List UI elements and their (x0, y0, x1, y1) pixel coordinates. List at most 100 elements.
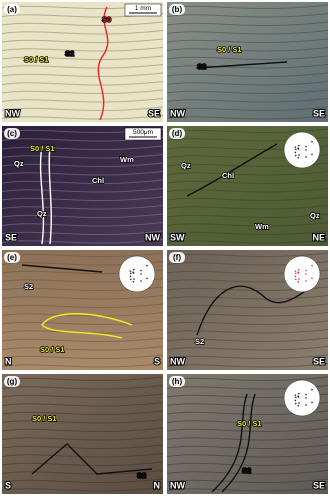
rock-texture (1, 393, 164, 398)
rock-texture (166, 64, 329, 69)
stereonet-point (297, 268, 300, 271)
rock-texture (1, 461, 164, 466)
rock-texture (166, 171, 329, 176)
rock-texture (166, 436, 329, 441)
stereonet-point (146, 264, 148, 267)
rock-texture (1, 81, 164, 86)
rock-texture (1, 47, 164, 52)
photo-panel: (a) 1 mm S0 S0 / S1 S2 NW SE (1, 2, 164, 122)
panel-label: (e) (7, 253, 17, 262)
rock-texture (1, 188, 164, 193)
rock-texture (1, 72, 164, 77)
stereonet-point (305, 273, 307, 275)
rock-texture (1, 346, 164, 351)
orientation-left: NW (170, 480, 185, 490)
rock-texture (166, 346, 329, 351)
photo-panel: (h) S0 / S1 S2 NW SE (166, 374, 329, 494)
rock-texture (1, 478, 164, 483)
stereonet-point (305, 404, 307, 406)
annotation: Qz (14, 159, 24, 168)
structure-trace (221, 393, 256, 493)
annotation: Qz (37, 209, 47, 218)
stereonet-point (305, 149, 307, 151)
rock-texture (1, 115, 164, 120)
rock-texture (1, 145, 164, 150)
panel-label-box (169, 376, 185, 387)
rock-texture (1, 196, 164, 201)
panel-label-box (169, 128, 185, 139)
panel-label: (c) (7, 129, 17, 138)
orientation-right: S (154, 356, 160, 366)
stereonet-point (297, 156, 300, 159)
orientation-left: N (5, 356, 12, 366)
stereonet-point (297, 404, 300, 407)
rock-texture (166, 444, 329, 449)
annotation: S0 / S1 (30, 144, 55, 153)
rock-texture (166, 453, 329, 458)
stereonet-point (294, 399, 297, 402)
photo-panel: (c) 500μm S0 / S1 Wm Chl Qz Qz SE NW (1, 126, 164, 246)
structure-trace (211, 393, 248, 493)
stereonet-point (294, 272, 297, 275)
rock-texture (166, 106, 329, 111)
rock-texture (1, 427, 164, 432)
stereonet-point (129, 270, 132, 272)
rock-texture (1, 106, 164, 111)
panel-label-box (4, 128, 20, 139)
rock-texture (1, 303, 164, 308)
annotation: Chl (92, 176, 104, 185)
stereonet-point (311, 388, 313, 391)
structure-trace (31, 443, 153, 475)
stereonet-point (140, 269, 142, 272)
orientation-right: SE (313, 480, 325, 490)
stereonet-point (294, 394, 297, 396)
annotation: S0 / S1 (32, 414, 57, 423)
rock-texture (1, 363, 164, 368)
rock-texture (1, 239, 164, 244)
stereonet (283, 379, 321, 417)
rock-texture (166, 81, 329, 86)
rock-texture (166, 329, 329, 334)
photo-panel: (d) Chl Qz Wm Qz SW NE (166, 126, 329, 246)
rock-texture (1, 38, 164, 43)
rock-texture (1, 470, 164, 475)
rock-texture (1, 21, 164, 26)
annotation: S2 (195, 337, 204, 346)
stereonet-point (129, 275, 132, 278)
rock-texture (166, 30, 329, 35)
rock-texture (166, 230, 329, 235)
photo-panel: (f) S2 NW SE (166, 250, 329, 370)
annotation: Wm (255, 222, 269, 231)
orientation-right: NE (312, 232, 325, 242)
rock-texture (166, 98, 329, 103)
orientation-right: SE (313, 108, 325, 118)
stereonet-point (305, 280, 307, 282)
annotation: S2 (242, 466, 251, 475)
annotation: Chl (222, 171, 234, 180)
annotation: S2 (137, 471, 146, 480)
stereonet-point (294, 396, 297, 399)
annotation: Qz (181, 161, 191, 170)
rock-texture (166, 478, 329, 483)
stereonet-point (294, 275, 297, 278)
orientation-left: NW (170, 356, 185, 366)
stereonet-point (146, 277, 148, 280)
stereonet-point (311, 153, 313, 156)
structure-trace (186, 143, 278, 197)
structure-trace (21, 264, 103, 273)
annotation: S0 / S1 (217, 45, 242, 54)
orientation-right: SE (313, 356, 325, 366)
panel-label-box (4, 4, 20, 15)
rock-texture (166, 337, 329, 342)
panel-label: (h) (172, 377, 183, 386)
annotation: S0 (102, 15, 111, 24)
stereonet-point (298, 154, 300, 156)
rock-texture (166, 179, 329, 184)
stereonet-point (294, 154, 297, 157)
annotation: Wm (120, 155, 134, 164)
annotation: S0 / S1 (237, 419, 262, 428)
rock-texture (166, 303, 329, 308)
stereonet (283, 131, 321, 169)
rock-texture (166, 470, 329, 475)
